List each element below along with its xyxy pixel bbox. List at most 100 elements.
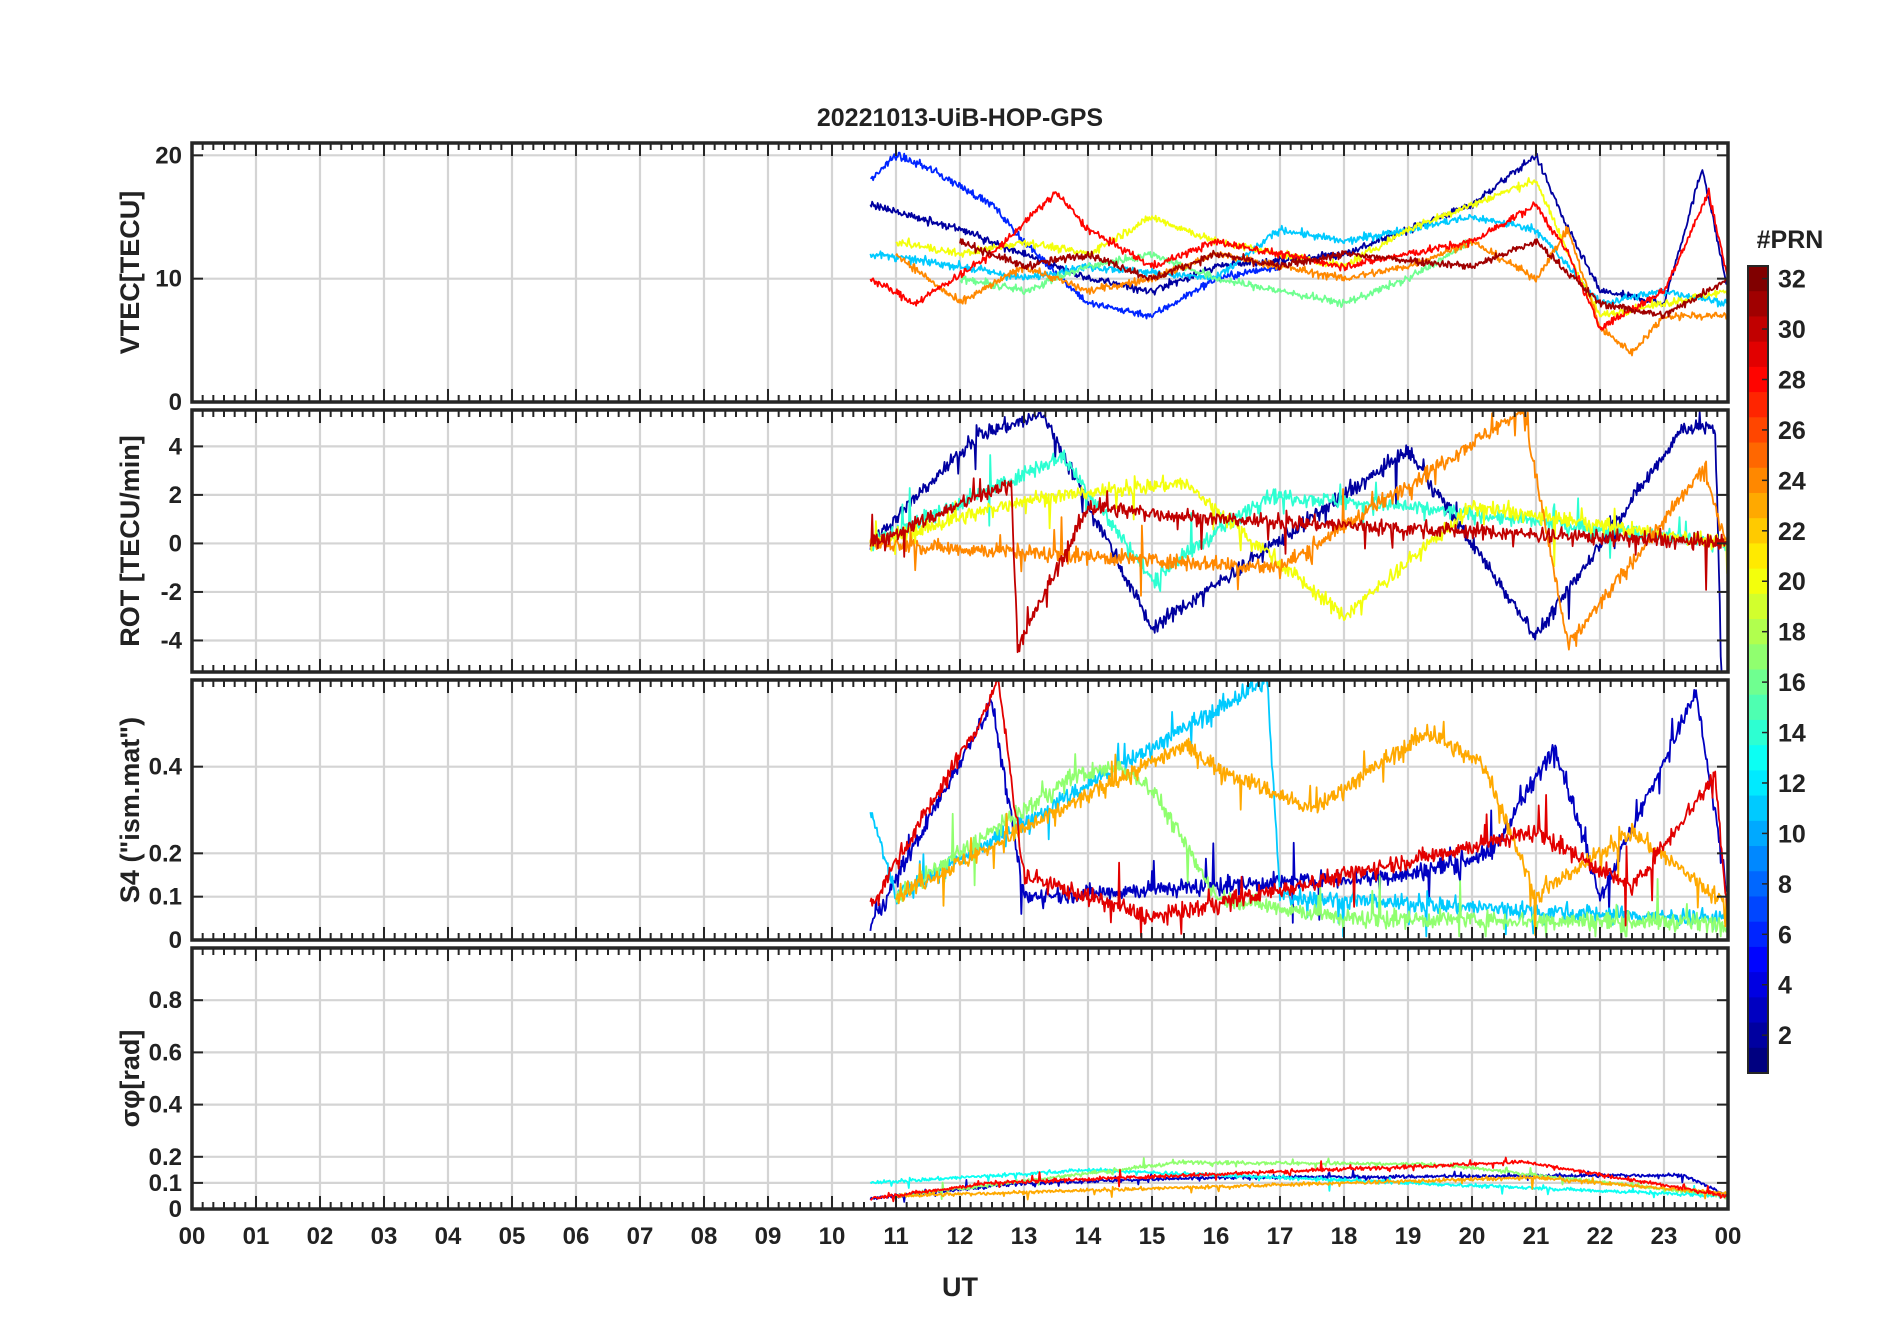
colorbar-band xyxy=(1748,518,1768,545)
colorbar-band xyxy=(1748,1022,1768,1049)
y-tick-label: 0 xyxy=(169,1196,182,1223)
series-line-prn-30 xyxy=(869,477,1728,654)
x-tick-label: 16 xyxy=(1203,1223,1230,1250)
colorbar-band xyxy=(1748,442,1768,469)
series-line-prn-2 xyxy=(869,411,1723,672)
x-tick-label: 02 xyxy=(307,1223,334,1250)
y-tick-label: 0.2 xyxy=(149,840,182,867)
colorbar-tick-label: 10 xyxy=(1778,820,1806,848)
panel-vtec: 0 10 20 VTEC[TECU] xyxy=(115,141,1730,416)
series-line-prn-28 xyxy=(869,1156,1728,1203)
x-tick-label: 15 xyxy=(1139,1223,1166,1250)
x-tick-label: 14 xyxy=(1075,1223,1102,1250)
x-tick-label: 00 xyxy=(1715,1223,1742,1250)
colorbar-band xyxy=(1748,972,1768,998)
colorbar-tick-label: 20 xyxy=(1778,568,1806,596)
x-tick-label: 11 xyxy=(883,1223,908,1250)
colorbar-band xyxy=(1748,543,1768,570)
y-tick-label: 2 xyxy=(169,482,182,509)
colorbar-band xyxy=(1748,1047,1768,1074)
x-tick-label: 21 xyxy=(1523,1223,1550,1250)
colorbar-band xyxy=(1748,896,1768,923)
colorbar-tick-label: 24 xyxy=(1778,467,1806,495)
series-line-prn-13 xyxy=(869,1167,1728,1199)
y-axis-label-rot: ROT [TECU/min] xyxy=(115,435,145,646)
colorbar-tick-label: 18 xyxy=(1778,619,1806,647)
colorbar-band xyxy=(1748,795,1768,822)
series-line-prn-23 xyxy=(895,1174,1728,1201)
colorbar-band xyxy=(1748,266,1768,292)
y-tick-label: 0 xyxy=(169,389,182,416)
series-line-prn-29 xyxy=(869,680,1728,938)
x-tick-label: 09 xyxy=(755,1223,782,1250)
x-tick-label: 12 xyxy=(947,1223,974,1250)
colorbar-band xyxy=(1748,593,1768,620)
x-tick-label: 19 xyxy=(1395,1223,1422,1250)
panel-sigma-phi: 00.10.2 0.4 0.6 0.8σφ[rad] xyxy=(115,946,1730,1223)
y-axis-label-sigma-phi: σφ[rad] xyxy=(115,1030,145,1128)
colorbar-frame xyxy=(1747,265,1769,1074)
y-tick-label: 0.1 xyxy=(149,884,182,911)
colorbar-band xyxy=(1748,921,1768,948)
colorbar-band xyxy=(1748,770,1768,797)
series-line-prn-17 xyxy=(895,753,1728,938)
x-tick-label: 03 xyxy=(371,1223,398,1250)
colorbar-band xyxy=(1748,291,1768,318)
colorbar-band xyxy=(1748,745,1768,771)
colorbar-band xyxy=(1748,316,1768,343)
series-line-prn-14 xyxy=(869,449,1728,592)
colorbar-band xyxy=(1748,492,1768,519)
colorbar-tick-label: 32 xyxy=(1778,266,1806,294)
axes-frame xyxy=(190,678,1730,942)
x-tick-label: 08 xyxy=(691,1223,718,1250)
x-tick-label: 13 xyxy=(1011,1223,1038,1250)
colorbar-band xyxy=(1748,392,1768,418)
colorbar-tick-label: 16 xyxy=(1778,669,1806,697)
y-tick-label: 0 xyxy=(169,530,182,557)
y-tick-label: -2 xyxy=(161,579,182,606)
series-group xyxy=(869,680,1728,938)
colorbar-band xyxy=(1748,846,1768,872)
x-tick-label: 07 xyxy=(627,1223,654,1250)
x-tick-label: 05 xyxy=(499,1223,526,1250)
y-tick-label: 0.1 xyxy=(149,1170,182,1197)
y-axis-label-s4: S4 ("ism.mat") xyxy=(115,717,145,903)
y-tick-label: 0.4 xyxy=(149,754,183,781)
series-line-prn-17 xyxy=(896,1157,1728,1200)
series-line-prn-20 xyxy=(869,474,1728,621)
y-tick-label: 4 xyxy=(169,433,183,460)
x-axis-tick-labels: 00 01 02 03 04 05 06 07 08 09 10 11 12 13 14 15 16 17 18 19… xyxy=(179,1223,1742,1250)
x-tick-label: 18 xyxy=(1331,1223,1358,1250)
colorbar-tick-label: 30 xyxy=(1778,316,1806,344)
series-group xyxy=(869,151,1728,357)
axes-frame xyxy=(190,408,1730,674)
series-line-prn-16 xyxy=(959,239,1473,308)
x-tick-label: 06 xyxy=(563,1223,590,1250)
colorbar-band xyxy=(1748,820,1768,847)
colorbar-band xyxy=(1748,669,1768,696)
colorbar-band xyxy=(1748,644,1768,671)
panel-rot: -4 -2 0 2 4 ROT [TECU/min] xyxy=(115,408,1730,674)
colorbar-band xyxy=(1748,946,1768,973)
y-tick-label: 0 xyxy=(169,927,182,954)
y-tick-label: 10 xyxy=(155,266,182,293)
minor-ticks xyxy=(191,410,1729,672)
x-tick-label: 20 xyxy=(1459,1223,1486,1250)
colorbar-tick-label: 28 xyxy=(1778,366,1806,394)
axes-frame xyxy=(190,141,1730,404)
y-tick-label: 20 xyxy=(155,142,182,169)
y-tick-label: -4 xyxy=(161,627,183,654)
colorbar-band xyxy=(1748,366,1768,393)
colorbar-band xyxy=(1748,871,1768,898)
x-tick-label: 04 xyxy=(435,1223,462,1250)
y-tick-label: 0.2 xyxy=(149,1144,182,1171)
colorbar-band xyxy=(1748,694,1768,721)
colorbar-tick-label: 8 xyxy=(1778,871,1792,899)
x-tick-label: 23 xyxy=(1651,1223,1678,1250)
series-line-prn-31 xyxy=(959,238,1728,320)
colorbar-band xyxy=(1748,467,1768,494)
colorbar-tick-label: 12 xyxy=(1778,770,1806,798)
colorbar-tick-label: 4 xyxy=(1778,972,1792,1000)
